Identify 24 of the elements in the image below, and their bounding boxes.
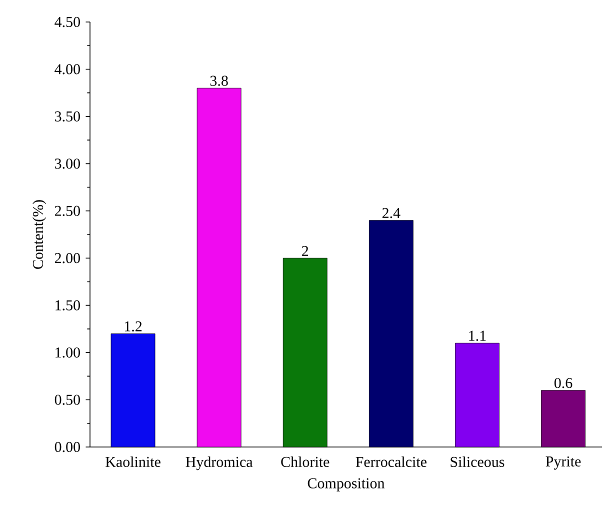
- data-label: 0.6: [554, 378, 572, 388]
- data-label: 1.1: [469, 330, 486, 341]
- y-tick-label: 4.50: [54, 16, 80, 28]
- data-label: 3.8: [210, 76, 228, 86]
- y-tick-label: 1.50: [56, 300, 80, 310]
- y-axis-title: Content(%): [32, 200, 46, 269]
- y-tick-label: 3.00: [55, 158, 80, 169]
- x-tick-label: Chlorite: [281, 456, 330, 467]
- y-tick-label: 3.50: [55, 111, 80, 122]
- x-axis-title: Composition: [308, 478, 385, 492]
- y-tick-label: 2.00: [54, 253, 80, 264]
- x-tick-label: Kaolinite: [106, 456, 160, 467]
- y-tick-label: 0.00: [54, 442, 80, 452]
- data-label: 1.2: [124, 321, 142, 332]
- x-tick-label: Ferrocalcite: [356, 456, 426, 467]
- y-tick-label: 1.00: [56, 347, 80, 358]
- y-tick-label: 0.50: [54, 394, 80, 405]
- y-tick-label: 2.50: [54, 206, 80, 216]
- data-label: 2: [302, 246, 308, 256]
- x-tick-label: Siliceous: [450, 456, 504, 467]
- x-tick-label: Hydromica: [186, 456, 253, 470]
- x-tick-label: Pyrite: [546, 456, 581, 470]
- data-label: 2.4: [382, 208, 400, 218]
- y-tick-label: 4.00: [54, 64, 80, 74]
